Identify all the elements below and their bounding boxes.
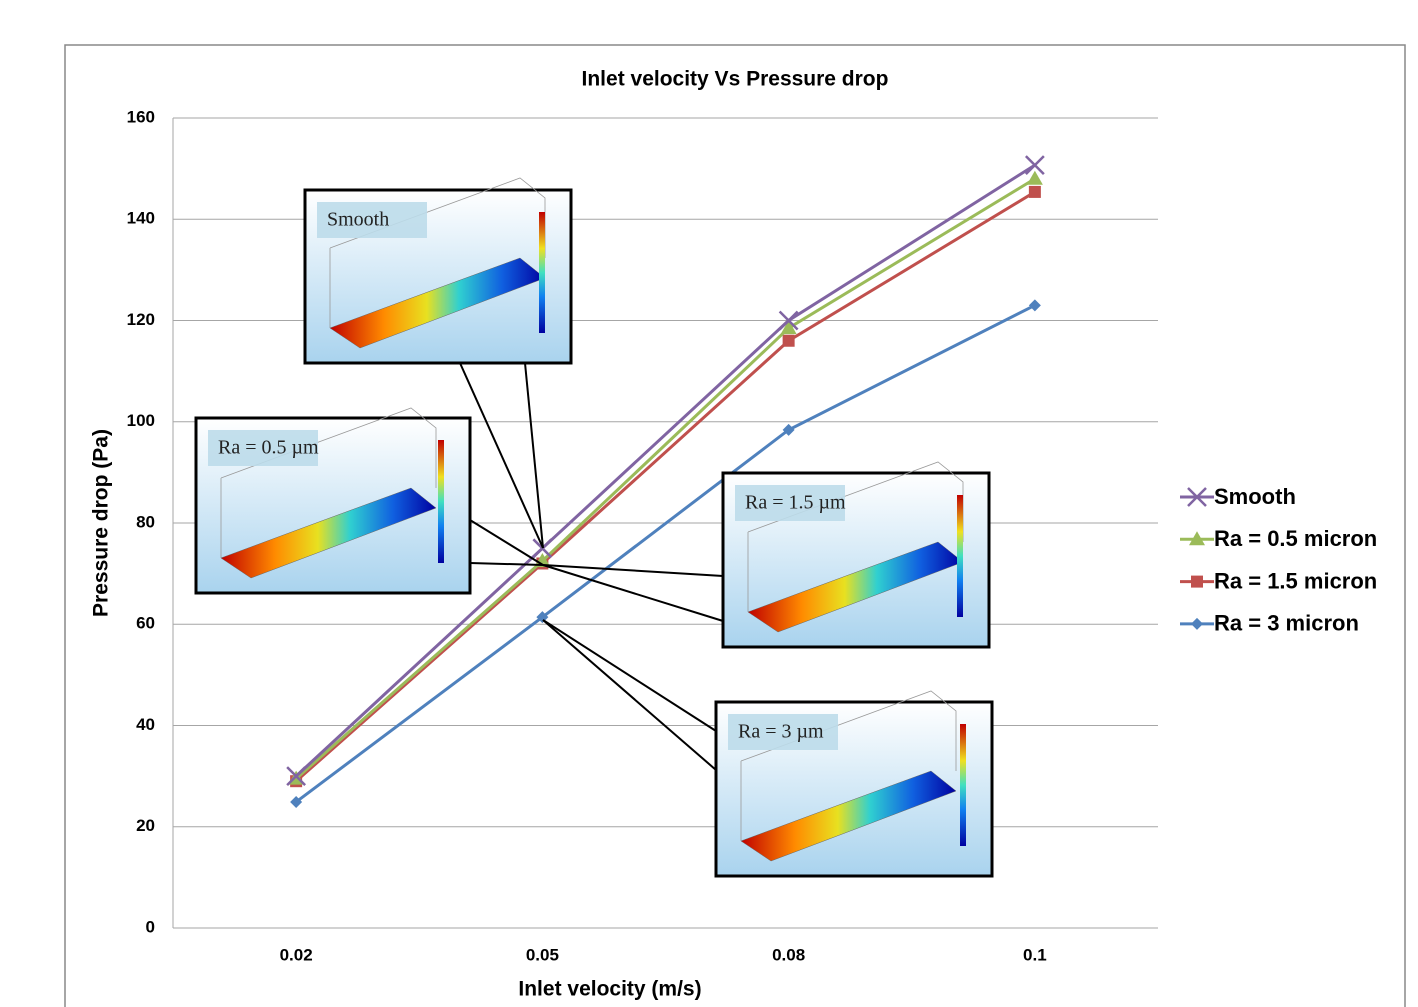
- x-tick-label: 0.02: [280, 945, 313, 964]
- color-bar: [539, 212, 545, 333]
- inset-label: Smooth: [327, 209, 389, 231]
- callout-line: [470, 520, 543, 565]
- marker: [1029, 299, 1041, 311]
- legend-label: Ra = 3 micron: [1214, 611, 1359, 636]
- chart: Inlet velocity Vs Pressure drop Inlet ve…: [0, 0, 1418, 1007]
- callout-line: [470, 563, 543, 565]
- marker: [783, 335, 795, 347]
- legend-label: Smooth: [1214, 484, 1296, 509]
- color-bar: [960, 724, 966, 846]
- x-tick-label: 0.05: [526, 945, 559, 964]
- callout-line: [460, 363, 543, 548]
- inset: Ra = 0.5 µm: [196, 408, 543, 593]
- inset-label: Ra = 3 µm: [738, 721, 824, 743]
- y-tick-label: 100: [127, 411, 155, 430]
- y-tick-label: 0: [146, 917, 155, 936]
- inset: Ra = 1.5 µm: [543, 462, 989, 647]
- callout-line: [525, 363, 543, 548]
- legend-marker: [1191, 576, 1203, 588]
- y-tick-label: 60: [136, 614, 155, 633]
- legend-label: Ra = 1.5 micron: [1214, 568, 1377, 593]
- color-bar: [438, 440, 444, 563]
- x-tick-label: 0.1: [1023, 945, 1047, 964]
- y-tick-label: 120: [127, 310, 155, 329]
- legend: Smooth Ra = 0.5 micron Ra = 1.5 micron Ra =…: [1180, 484, 1377, 636]
- legend-marker: [1191, 618, 1203, 630]
- callout-line: [543, 620, 716, 770]
- marker: [1027, 171, 1043, 185]
- y-axis-title: Pressure drop (Pa): [90, 429, 113, 617]
- y-tick-label: 160: [127, 107, 155, 126]
- y-tick-label: 20: [136, 816, 155, 835]
- color-bar: [957, 495, 963, 617]
- x-tick-label: 0.08: [772, 945, 805, 964]
- legend-label: Ra = 0.5 micron: [1214, 526, 1377, 551]
- insets: Smooth Ra = 0.5 µm Ra = 1.5 µm Ra = 3 µm: [196, 178, 992, 876]
- y-tick-label: 140: [127, 209, 155, 228]
- y-tick-label: 40: [136, 715, 155, 734]
- inset-label: Ra = 1.5 µm: [745, 492, 846, 514]
- inset-label: Ra = 0.5 µm: [218, 437, 319, 459]
- callout-line: [543, 620, 716, 731]
- inset: Ra = 3 µm: [543, 620, 992, 876]
- chart-title: Inlet velocity Vs Pressure drop: [582, 68, 889, 91]
- x-axis-title: Inlet velocity (m/s): [518, 978, 701, 1001]
- y-tick-label: 80: [136, 512, 155, 531]
- marker: [1029, 186, 1041, 198]
